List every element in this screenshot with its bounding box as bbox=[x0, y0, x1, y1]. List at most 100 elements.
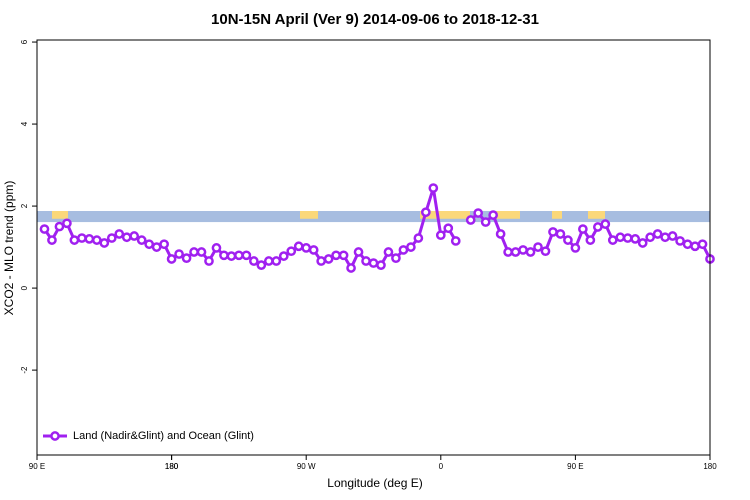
point bbox=[495, 229, 506, 239]
land-patch bbox=[52, 211, 68, 219]
y-tick-label: 4 bbox=[20, 121, 29, 126]
point bbox=[428, 183, 439, 193]
series-line bbox=[43, 187, 712, 272]
point bbox=[503, 247, 513, 257]
point bbox=[473, 208, 484, 218]
point bbox=[106, 233, 117, 243]
point bbox=[622, 233, 633, 243]
point bbox=[398, 245, 409, 255]
point bbox=[518, 245, 528, 255]
point bbox=[121, 232, 132, 243]
point bbox=[249, 256, 259, 266]
point bbox=[645, 232, 656, 243]
point bbox=[615, 232, 626, 243]
point bbox=[368, 258, 379, 268]
point bbox=[234, 250, 244, 261]
band bbox=[37, 211, 710, 223]
x-tick-label: 90 E bbox=[29, 462, 45, 471]
point bbox=[607, 235, 618, 245]
point bbox=[353, 247, 364, 257]
point bbox=[263, 256, 274, 266]
point bbox=[77, 233, 87, 243]
point bbox=[271, 256, 282, 266]
point bbox=[47, 235, 57, 245]
point bbox=[667, 231, 678, 241]
point bbox=[480, 217, 491, 227]
point bbox=[91, 235, 102, 245]
point bbox=[316, 256, 327, 266]
point bbox=[675, 236, 685, 246]
point bbox=[592, 222, 603, 232]
point bbox=[211, 243, 222, 253]
point bbox=[563, 235, 573, 245]
point bbox=[196, 247, 207, 257]
x-tick-label: 90 W bbox=[297, 462, 316, 471]
point bbox=[84, 234, 95, 244]
x-tick-label: 180 bbox=[703, 462, 717, 471]
x-tick-label: 180 bbox=[165, 462, 179, 471]
point bbox=[62, 218, 72, 229]
land-patch bbox=[300, 211, 318, 219]
point bbox=[548, 227, 558, 237]
marks bbox=[39, 183, 715, 273]
point bbox=[293, 241, 304, 252]
x-axis-label: Longitude (deg E) bbox=[327, 476, 422, 490]
point bbox=[174, 249, 184, 259]
legend-marker bbox=[50, 431, 60, 441]
point bbox=[435, 230, 446, 241]
x-tick-label: 180 bbox=[165, 462, 179, 471]
point bbox=[510, 247, 521, 257]
point bbox=[361, 256, 371, 266]
chart-title: 10N-15N April (Ver 9) 2014-09-06 to 2018… bbox=[211, 11, 539, 28]
point bbox=[578, 224, 588, 234]
point bbox=[600, 219, 611, 229]
point bbox=[256, 260, 267, 270]
point bbox=[159, 239, 169, 250]
point bbox=[570, 243, 581, 253]
x-tick-label: 0 bbox=[439, 462, 444, 471]
point bbox=[181, 253, 192, 264]
land-patch bbox=[420, 211, 470, 219]
point bbox=[151, 242, 162, 252]
point bbox=[166, 254, 177, 264]
point bbox=[136, 235, 147, 245]
point bbox=[413, 233, 424, 243]
point bbox=[690, 241, 700, 252]
point bbox=[189, 247, 199, 257]
y-axis-label: XCO2 - MLO trend (ppm) bbox=[2, 181, 16, 316]
point bbox=[204, 256, 214, 266]
point bbox=[301, 243, 312, 253]
point bbox=[637, 238, 648, 248]
point bbox=[129, 231, 140, 241]
point bbox=[488, 210, 498, 220]
band-group bbox=[37, 211, 710, 223]
point bbox=[219, 250, 229, 261]
point bbox=[144, 239, 155, 250]
y-tick-label: -2 bbox=[20, 366, 29, 374]
point bbox=[555, 229, 566, 239]
point bbox=[241, 250, 252, 261]
point bbox=[450, 236, 461, 246]
land-patch bbox=[552, 211, 562, 219]
point bbox=[331, 250, 341, 261]
point bbox=[39, 224, 50, 234]
point bbox=[383, 247, 394, 257]
point bbox=[420, 207, 431, 218]
point bbox=[114, 229, 125, 239]
land-patch bbox=[492, 211, 520, 219]
point bbox=[540, 246, 551, 257]
plot-frame bbox=[36, 39, 711, 456]
point bbox=[630, 234, 641, 244]
point bbox=[443, 223, 454, 234]
point bbox=[585, 235, 596, 245]
point bbox=[323, 254, 334, 264]
point bbox=[226, 251, 237, 261]
legend-label: Land (Nadir&Glint) and Ocean (Glint) bbox=[73, 430, 254, 442]
y-tick-label: 2 bbox=[20, 203, 29, 208]
y-tick-label: 0 bbox=[20, 285, 29, 290]
point bbox=[69, 235, 80, 245]
point bbox=[660, 232, 670, 243]
point bbox=[99, 238, 110, 248]
point bbox=[391, 253, 401, 264]
point bbox=[465, 215, 476, 225]
